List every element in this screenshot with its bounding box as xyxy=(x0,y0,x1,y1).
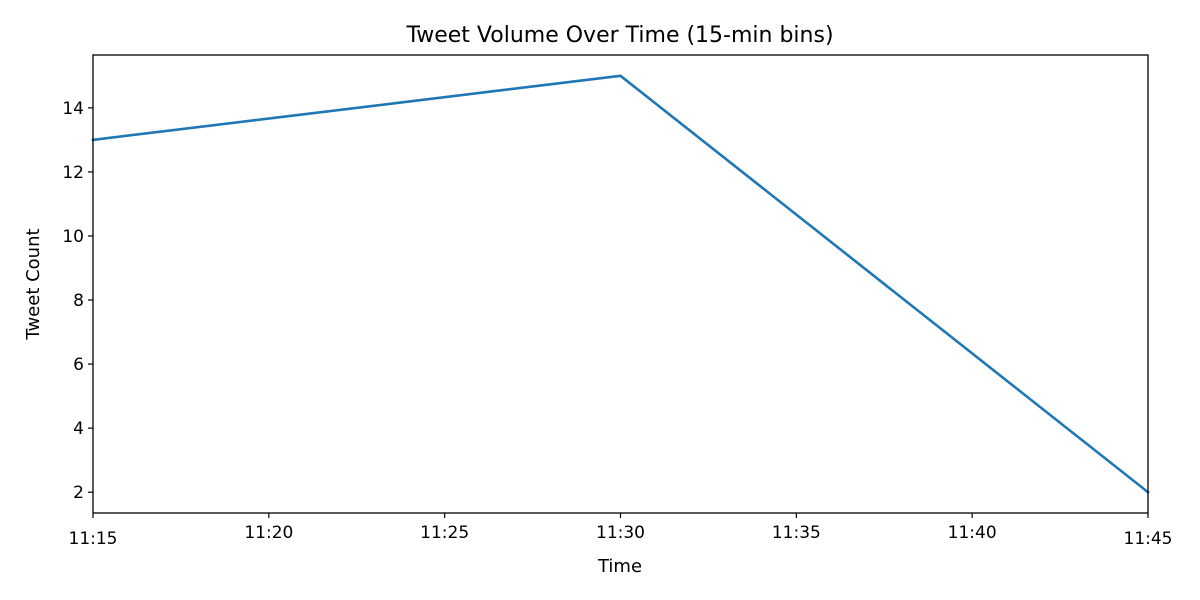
x-tick-label: 11:15 xyxy=(69,529,118,549)
y-axis: 2 4 6 8 10 12 14 xyxy=(62,99,93,503)
chart-title: Tweet Volume Over Time (15-min bins) xyxy=(405,23,833,48)
x-tick-label: 11:45 xyxy=(1124,529,1173,549)
x-tick-label: 11:35 xyxy=(772,523,821,543)
x-axis: 11:15 11:20 11:25 11:30 11:35 11:40 11:45 xyxy=(69,513,1173,549)
y-tick-label: 14 xyxy=(62,99,84,119)
plot-area xyxy=(91,74,1150,495)
x-tick-label: 11:40 xyxy=(948,523,997,543)
x-tick-label: 11:20 xyxy=(244,523,293,543)
y-tick-label: 8 xyxy=(73,291,84,311)
y-tick-label: 2 xyxy=(73,483,84,503)
y-tick-label: 4 xyxy=(73,419,84,439)
x-tick-label: 11:25 xyxy=(420,523,469,543)
series-line xyxy=(91,74,1150,495)
y-tick-label: 10 xyxy=(62,227,84,247)
y-tick-label: 12 xyxy=(62,163,84,183)
y-tick-label: 6 xyxy=(73,355,84,375)
x-axis-label: Time xyxy=(597,556,642,577)
x-tick-label: 11:30 xyxy=(596,523,645,543)
y-axis-label: Tweet Count xyxy=(23,228,44,340)
plot-frame xyxy=(92,54,1149,514)
